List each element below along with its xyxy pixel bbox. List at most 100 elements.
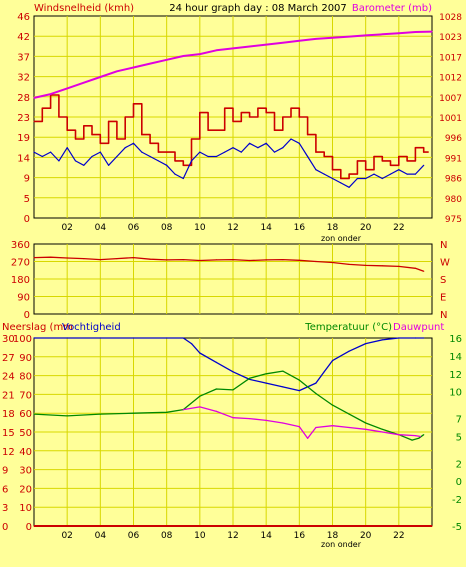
series-wind-point-0 xyxy=(33,120,35,122)
x-tick-label-top-22: 22 xyxy=(393,223,404,233)
series-gust-point-21 xyxy=(207,155,209,158)
series-wind-point-41 xyxy=(373,155,375,158)
series-wind-point-7 xyxy=(91,134,93,136)
series-gust-point-22 xyxy=(215,155,217,158)
series-gust-point-24 xyxy=(232,147,234,149)
barometer-y-tick-1028: 1028 xyxy=(439,13,462,23)
series-dewpoint-point-8 xyxy=(307,437,309,439)
barometer-y-tick-1017: 1017 xyxy=(439,53,462,63)
series-wind-point-36 xyxy=(331,169,334,171)
direction-y-tick-90: 90 xyxy=(17,293,30,304)
wind-y-tick-0: 0 xyxy=(24,214,30,225)
series-humidity-point-16 xyxy=(331,360,334,362)
x-tick-label-top-02: 02 xyxy=(61,223,72,233)
series-wind-point-21 xyxy=(207,129,209,131)
series-humidity-point-7 xyxy=(199,352,201,354)
series-gust-point-13 xyxy=(141,151,143,153)
series-barometer-point-5 xyxy=(116,70,118,72)
x-tick-label-bottom-02: 02 xyxy=(61,531,72,541)
series-gust-point-31 xyxy=(290,138,292,140)
series-gust xyxy=(33,138,425,188)
series-wind-point-15 xyxy=(157,151,159,153)
series-barometer-point-20 xyxy=(365,34,367,37)
series-dewpoint-point-11 xyxy=(348,426,350,429)
x-tick-label-top-08: 08 xyxy=(161,223,173,233)
temperature-y-tick-10: 10 xyxy=(449,388,462,399)
series-humidity-point-9 xyxy=(232,371,234,373)
series-gust-point-15 xyxy=(157,160,159,162)
direction-y-tick-270: 270 xyxy=(11,258,30,269)
series-barometer-point-3 xyxy=(83,82,85,84)
series-gust-point-32 xyxy=(298,142,300,144)
series-wind-point-29 xyxy=(273,129,276,131)
series-dewpoint-point-10 xyxy=(331,425,334,427)
series-temperature-point-9 xyxy=(249,377,251,379)
series-direction-point-14 xyxy=(265,259,267,261)
series-gust-point-1 xyxy=(41,155,43,158)
direction-compass-tick-1-E: E xyxy=(440,293,446,304)
series-dewpoint-point-1 xyxy=(199,406,201,408)
barometer-y-tick-996: 996 xyxy=(445,134,462,144)
series-gust-point-29 xyxy=(273,151,276,153)
barometer-y-tick-986: 986 xyxy=(445,175,462,185)
barometer-y-tick-991: 991 xyxy=(445,154,462,164)
barometer-y-tick-1007: 1007 xyxy=(439,94,462,104)
wind-y-tick-42: 42 xyxy=(17,32,30,43)
series-wind-point-42 xyxy=(381,160,383,162)
series-direction-point-2 xyxy=(66,257,68,259)
series-gust-point-4 xyxy=(66,147,68,149)
temperature-y-tick-12: 12 xyxy=(449,370,462,381)
barometer-y-tick-975: 975 xyxy=(445,215,462,225)
series-direction-point-9 xyxy=(182,259,184,261)
series-barometer-point-17 xyxy=(315,38,317,40)
series-humidity-point-1 xyxy=(66,337,68,339)
series-humidity-point-5 xyxy=(182,337,184,339)
wind-y-tick-32: 32 xyxy=(17,73,30,84)
humidity-y-tick-10: 10 xyxy=(19,503,32,514)
series-gust-point-47 xyxy=(423,164,425,166)
direction-compass-tick-0-N: N xyxy=(440,310,447,321)
series-dewpoint-point-4 xyxy=(249,418,251,420)
series-wind-point-11 xyxy=(124,116,126,118)
series-dewpoint-point-15 xyxy=(414,435,416,437)
series-humidity-point-3 xyxy=(132,337,135,339)
series-gust-point-37 xyxy=(340,182,342,184)
series-dewpoint-point-9 xyxy=(315,426,317,429)
series-direction-point-21 xyxy=(381,265,383,267)
series-wind-point-18 xyxy=(182,164,184,166)
series-humidity-point-12 xyxy=(282,386,284,388)
series-temperature-point-7 xyxy=(215,388,217,390)
humidity-y-tick-0: 0 xyxy=(26,522,32,533)
series-humidity-point-19 xyxy=(381,339,383,341)
series-gust-point-25 xyxy=(240,151,242,153)
series-wind-point-17 xyxy=(174,160,176,162)
wind-y-tick-5: 5 xyxy=(24,194,30,205)
series-wind-point-19 xyxy=(190,138,193,140)
series-wind-point-23 xyxy=(224,107,226,109)
x-tick-label-bottom-16: 16 xyxy=(294,531,306,541)
series-barometer-point-15 xyxy=(282,42,284,44)
x-tick-label-bottom-04: 04 xyxy=(95,531,107,541)
series-wind-point-33 xyxy=(307,134,309,136)
x-tick-label-bottom-20: 20 xyxy=(360,531,372,541)
series-gust-point-14 xyxy=(149,155,151,158)
series-temperature-point-8 xyxy=(232,389,234,391)
barometer-y-tick-1001: 1001 xyxy=(439,114,462,124)
temperature-y-tick-5: 5 xyxy=(456,432,462,443)
humidity-y-tick-100: 100 xyxy=(13,334,32,345)
series-dewpoint-point-0 xyxy=(182,409,184,411)
series-humidity-point-8 xyxy=(215,361,217,363)
x-tick-label-bottom-18: 18 xyxy=(327,531,339,541)
series-gust-point-2 xyxy=(50,151,52,153)
series-gust-point-44 xyxy=(398,169,400,171)
series-direction-point-4 xyxy=(99,259,101,261)
wind-y-tick-37: 37 xyxy=(17,52,30,63)
series-barometer-point-21 xyxy=(381,33,383,35)
rain-y-tick-0: 0 xyxy=(2,522,8,533)
series-humidity-point-18 xyxy=(365,343,367,345)
series-barometer-point-7 xyxy=(149,63,151,65)
series-wind-point-28 xyxy=(265,112,267,114)
humidity-y-tick-90: 90 xyxy=(19,353,32,364)
series-gust-point-28 xyxy=(265,142,267,144)
series-wind-point-22 xyxy=(215,129,217,131)
